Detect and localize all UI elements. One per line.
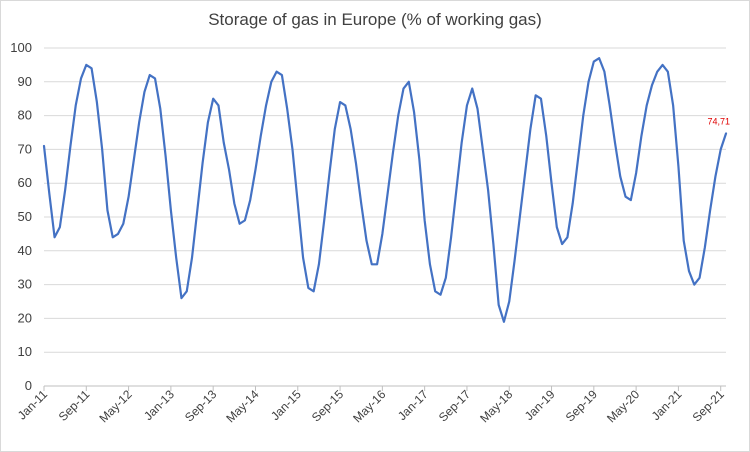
x-tick-label-Sep-21: Sep-21 xyxy=(690,387,727,424)
y-tick-label-30: 30 xyxy=(18,277,32,292)
y-tick-label-60: 60 xyxy=(18,175,32,190)
y-tick-label-40: 40 xyxy=(18,243,32,258)
x-tick-label-May-20: May-20 xyxy=(604,387,642,425)
series-layer xyxy=(42,57,728,323)
y-tick-label-90: 90 xyxy=(18,74,32,89)
x-tick-label-Sep-11: Sep-11 xyxy=(56,387,93,424)
y-tick-label-50: 50 xyxy=(18,209,32,224)
x-tick-label-May-18: May-18 xyxy=(477,387,515,425)
x-tick-label-Jan-13: Jan-13 xyxy=(141,387,177,423)
x-tick-label-Sep-13: Sep-13 xyxy=(182,387,219,424)
x-tick-label-Jan-11: Jan-11 xyxy=(15,387,50,422)
x-tick-label-Jan-19: Jan-19 xyxy=(522,387,558,423)
series-line-0 xyxy=(42,57,728,323)
y-axis-ticks: 0 10 20 30 40 50 60 70 80 90 100 xyxy=(10,40,32,393)
x-axis-ticks: Jan-11 Sep-11 May-12 Jan-13 Sep-13 May-14 Jan-… xyxy=(15,386,727,425)
x-tick-label-Sep-17: Sep-17 xyxy=(436,387,473,424)
x-tick-label-Jan-17: Jan-17 xyxy=(395,387,431,423)
y-tick-label-70: 70 xyxy=(18,141,32,156)
x-tick-label-May-12: May-12 xyxy=(97,387,135,425)
y-tick-label-100: 100 xyxy=(10,40,32,55)
data-label-last-value: 74,71 xyxy=(707,116,730,126)
x-tick-label-Jan-21: Jan-21 xyxy=(649,387,685,423)
x-tick-label-Sep-19: Sep-19 xyxy=(563,387,600,424)
x-tick-label-May-16: May-16 xyxy=(350,387,388,425)
x-tick-label-Jan-15: Jan-15 xyxy=(268,387,304,423)
x-tick-label-Sep-15: Sep-15 xyxy=(309,387,346,424)
y-tick-label-10: 10 xyxy=(18,344,32,359)
chart-title: Storage of gas in Europe (% of working g… xyxy=(208,10,542,29)
annotation-layer: 74,71 xyxy=(707,116,730,126)
y-tick-label-0: 0 xyxy=(25,378,32,393)
y-tick-label-20: 20 xyxy=(18,310,32,325)
x-tick-label-May-14: May-14 xyxy=(223,387,261,425)
y-tick-label-80: 80 xyxy=(18,108,32,123)
gridlines xyxy=(44,47,726,387)
